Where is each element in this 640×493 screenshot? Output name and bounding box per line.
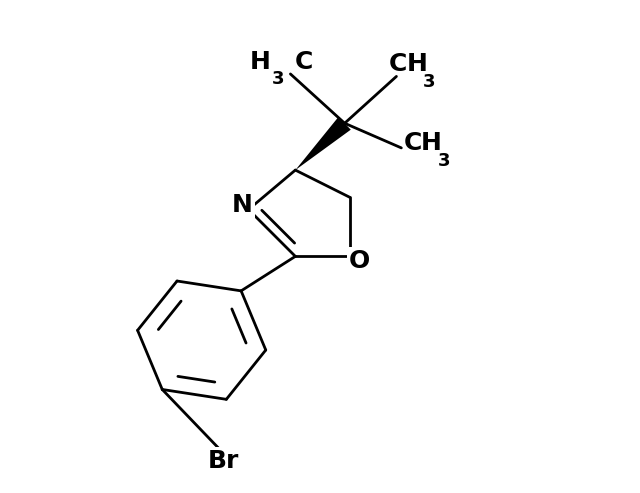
- Text: H: H: [421, 131, 442, 155]
- Text: Br: Br: [208, 449, 239, 473]
- Text: C: C: [404, 131, 422, 155]
- Text: 3: 3: [422, 73, 435, 91]
- Text: O: O: [349, 249, 370, 273]
- Text: 3: 3: [272, 70, 284, 89]
- Text: C: C: [294, 50, 313, 73]
- Text: H: H: [250, 50, 271, 73]
- Text: H: H: [406, 52, 427, 76]
- Text: 3: 3: [437, 152, 450, 170]
- Text: C: C: [389, 52, 408, 76]
- Polygon shape: [295, 117, 351, 170]
- Text: N: N: [232, 193, 253, 216]
